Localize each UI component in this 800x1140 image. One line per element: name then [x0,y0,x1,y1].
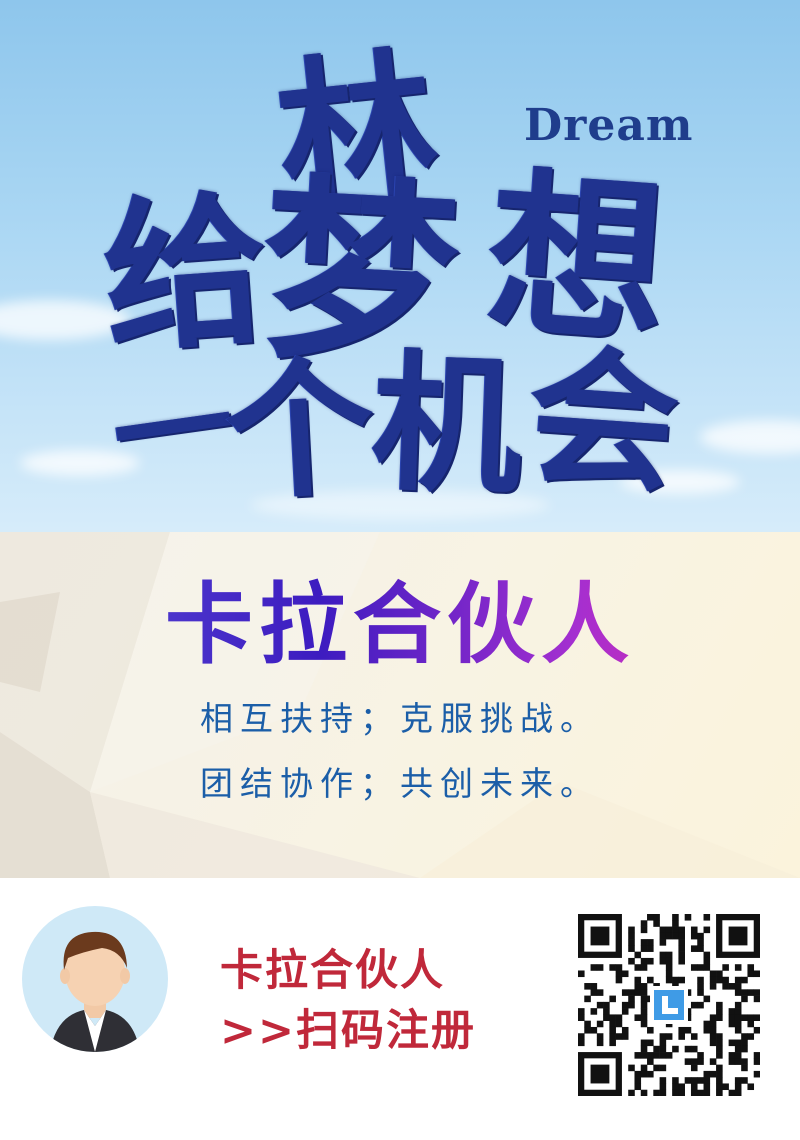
qr-code-icon[interactable] [578,914,760,1096]
slogan-line-1: 相互扶持；克服挑战。 [200,699,600,738]
cloud [20,450,140,476]
cloud [620,470,740,494]
hero-banner: 林 给 梦 想 一 个 机 会 Dream [0,0,800,532]
slogan-line-2: 团结协作；共创未来。 [200,764,600,803]
cloud [250,490,550,520]
partner-title: 卡拉合伙人 [0,554,800,681]
calligraphy-char: 给 [97,171,275,376]
calligraphy-char: 一 [104,353,244,510]
cloud [0,300,130,340]
cloud [700,420,800,454]
calligraphy-char: 会 [522,327,684,515]
slogan-band: 卡拉合伙人 相互扶持；克服挑战。 团结协作；共创未来。 [0,532,800,878]
footer-partner-name: 卡拉合伙人 [220,946,445,996]
footer-strip: 卡拉合伙人 >>扫码注册 [0,878,800,1140]
scan-register-link[interactable]: >>扫码注册 [220,1006,477,1056]
person-avatar-icon [22,906,168,1052]
calligraphy-char: 机 [368,334,526,516]
calligraphy-char: 想 [480,148,674,369]
dream-word: Dream [524,100,694,151]
polygon-background [0,532,800,878]
calligraphy-char: 个 [221,339,379,521]
